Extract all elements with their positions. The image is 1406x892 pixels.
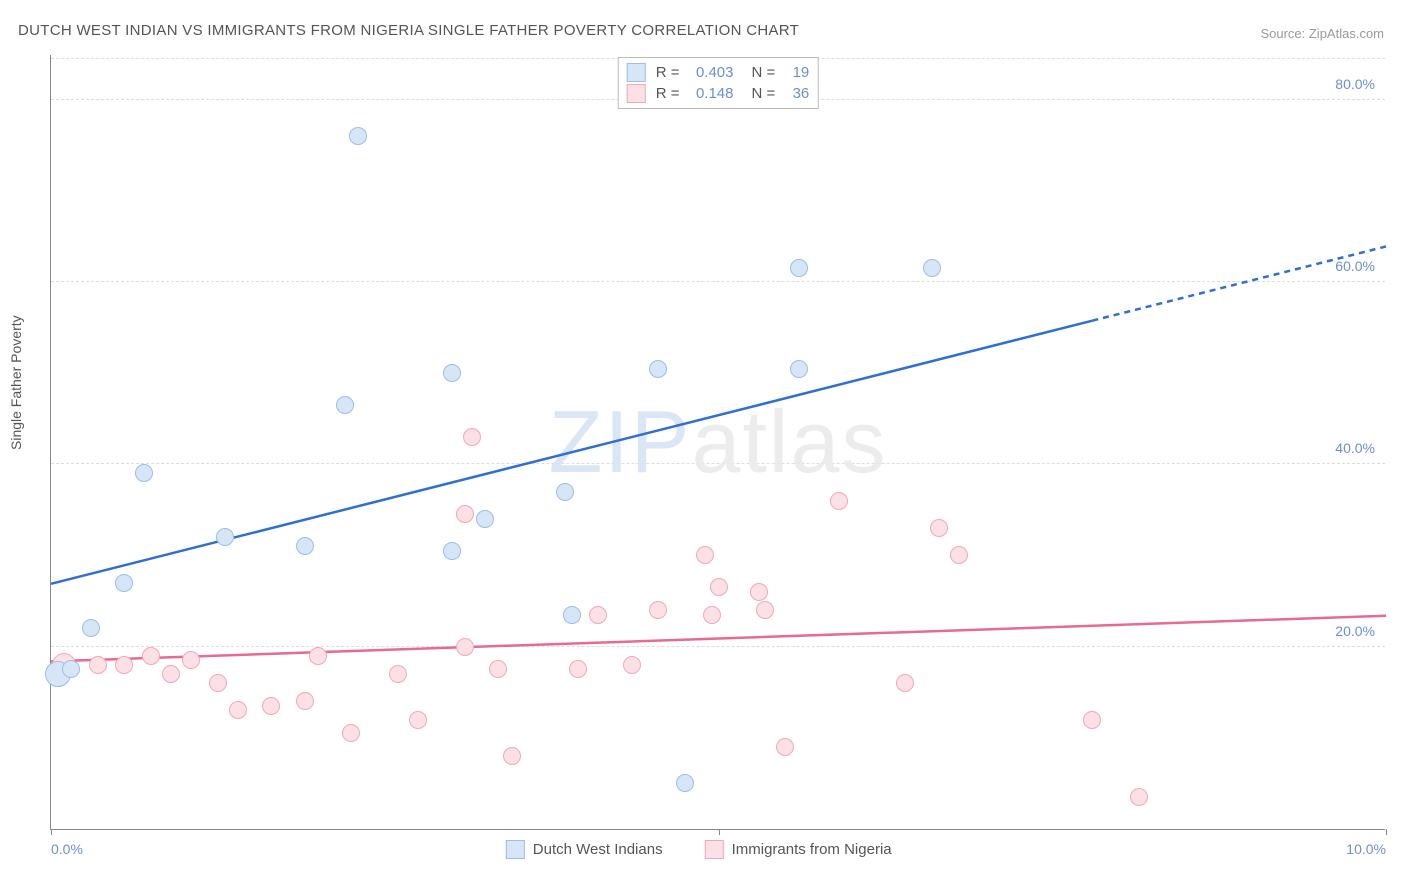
- data-point: [476, 510, 494, 528]
- data-point: [950, 546, 968, 564]
- data-point: [389, 665, 407, 683]
- data-point: [756, 601, 774, 619]
- data-point: [569, 660, 587, 678]
- r-value: 0.148: [686, 85, 734, 102]
- r-label: R =: [656, 85, 680, 102]
- data-point: [296, 692, 314, 710]
- data-point: [209, 674, 227, 692]
- plot-area: 20.0%40.0%60.0%80.0%0.0%10.0%ZIPatlasR =…: [50, 55, 1385, 830]
- data-point: [790, 259, 808, 277]
- data-point: [750, 583, 768, 601]
- bottom-legend: Dutch West Indians Immigrants from Nigeri…: [506, 840, 892, 859]
- data-point: [336, 396, 354, 414]
- gridline: [51, 463, 1385, 464]
- chart-title: DUTCH WEST INDIAN VS IMMIGRANTS FROM NIG…: [18, 22, 799, 39]
- data-point: [623, 656, 641, 674]
- y-tick-label: 60.0%: [1335, 258, 1375, 274]
- data-point: [649, 601, 667, 619]
- r-value: 0.403: [686, 64, 734, 81]
- data-point: [216, 528, 234, 546]
- n-value: 36: [781, 85, 809, 102]
- data-point: [790, 360, 808, 378]
- legend-label: Dutch West Indians: [533, 841, 663, 858]
- data-point: [703, 606, 721, 624]
- data-point: [142, 647, 160, 665]
- y-tick-label: 40.0%: [1335, 440, 1375, 456]
- data-point: [349, 127, 367, 145]
- data-point: [563, 606, 581, 624]
- n-label: N =: [752, 64, 776, 81]
- legend-swatch: [705, 840, 724, 859]
- data-point: [162, 665, 180, 683]
- data-point: [62, 660, 80, 678]
- legend-label: Immigrants from Nigeria: [732, 841, 892, 858]
- data-point: [296, 537, 314, 555]
- legend-item: Immigrants from Nigeria: [705, 840, 892, 859]
- data-point: [82, 619, 100, 637]
- data-point: [409, 711, 427, 729]
- data-point: [135, 464, 153, 482]
- data-point: [443, 542, 461, 560]
- data-point: [342, 724, 360, 742]
- data-point: [896, 674, 914, 692]
- data-point: [830, 492, 848, 510]
- trend-lines: [51, 55, 1385, 829]
- stats-row: R = 0.403 N = 19: [627, 62, 810, 83]
- data-point: [676, 774, 694, 792]
- data-point: [115, 656, 133, 674]
- data-point: [923, 259, 941, 277]
- r-label: R =: [656, 64, 680, 81]
- y-tick-label: 80.0%: [1335, 76, 1375, 92]
- legend-swatch: [627, 63, 646, 82]
- data-point: [456, 638, 474, 656]
- data-point: [1130, 788, 1148, 806]
- data-point: [182, 651, 200, 669]
- data-point: [456, 505, 474, 523]
- data-point: [710, 578, 728, 596]
- data-point: [589, 606, 607, 624]
- data-point: [463, 428, 481, 446]
- source-label: Source: ZipAtlas.com: [1260, 26, 1384, 41]
- data-point: [443, 364, 461, 382]
- data-point: [309, 647, 327, 665]
- data-point: [115, 574, 133, 592]
- data-point: [556, 483, 574, 501]
- stats-legend: R = 0.403 N = 19 R = 0.148 N = 36: [618, 57, 819, 109]
- x-tick-label: 0.0%: [51, 841, 83, 857]
- x-tick: [51, 829, 52, 835]
- data-point: [649, 360, 667, 378]
- gridline: [51, 646, 1385, 647]
- watermark: ZIPatlas: [549, 391, 888, 493]
- data-point: [776, 738, 794, 756]
- watermark-zip: ZIP: [549, 392, 692, 491]
- data-point: [503, 747, 521, 765]
- watermark-atlas: atlas: [692, 392, 888, 491]
- gridline: [51, 281, 1385, 282]
- legend-swatch: [506, 840, 525, 859]
- y-tick-label: 20.0%: [1335, 623, 1375, 639]
- n-value: 19: [781, 64, 809, 81]
- data-point: [262, 697, 280, 715]
- stats-row: R = 0.148 N = 36: [627, 83, 810, 104]
- x-tick: [1386, 829, 1387, 835]
- legend-item: Dutch West Indians: [506, 840, 663, 859]
- data-point: [1083, 711, 1101, 729]
- x-tick-label: 10.0%: [1346, 841, 1386, 857]
- data-point: [229, 701, 247, 719]
- x-tick: [719, 829, 720, 835]
- data-point: [696, 546, 714, 564]
- data-point: [89, 656, 107, 674]
- data-point: [489, 660, 507, 678]
- y-axis-label: Single Father Poverty: [8, 315, 24, 450]
- n-label: N =: [752, 85, 776, 102]
- legend-swatch: [627, 84, 646, 103]
- data-point: [930, 519, 948, 537]
